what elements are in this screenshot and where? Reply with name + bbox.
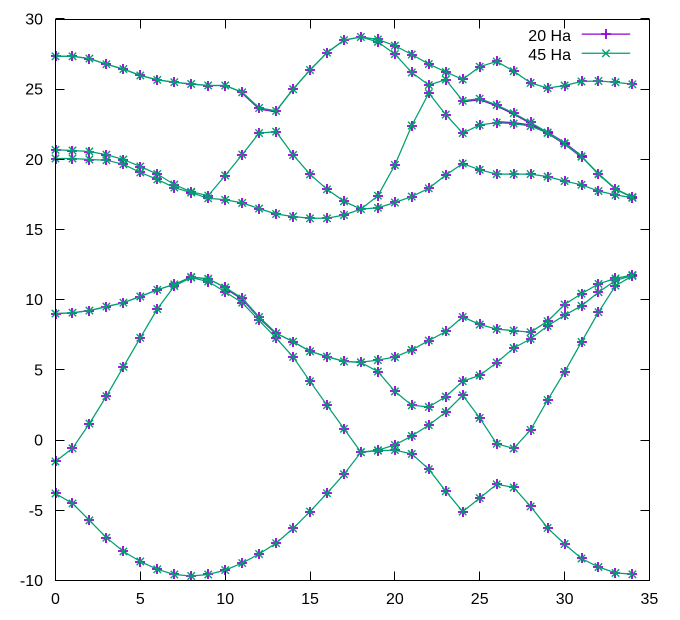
svg-text:20: 20 xyxy=(386,591,404,608)
svg-text:45 Ha: 45 Ha xyxy=(528,47,571,64)
svg-text:20: 20 xyxy=(25,152,43,169)
svg-text:15: 15 xyxy=(301,591,319,608)
svg-text:35: 35 xyxy=(641,591,659,608)
svg-text:10: 10 xyxy=(216,591,234,608)
svg-text:30: 30 xyxy=(25,12,43,29)
svg-text:25: 25 xyxy=(471,591,489,608)
svg-text:-5: -5 xyxy=(29,503,43,520)
svg-text:0: 0 xyxy=(51,591,60,608)
svg-text:5: 5 xyxy=(34,362,43,379)
svg-text:10: 10 xyxy=(25,292,43,309)
svg-text:25: 25 xyxy=(25,82,43,99)
svg-text:15: 15 xyxy=(25,222,43,239)
svg-text:20 Ha: 20 Ha xyxy=(528,28,571,45)
svg-text:-10: -10 xyxy=(20,573,43,590)
svg-text:30: 30 xyxy=(556,591,574,608)
svg-text:0: 0 xyxy=(34,433,43,450)
svg-text:5: 5 xyxy=(136,591,145,608)
